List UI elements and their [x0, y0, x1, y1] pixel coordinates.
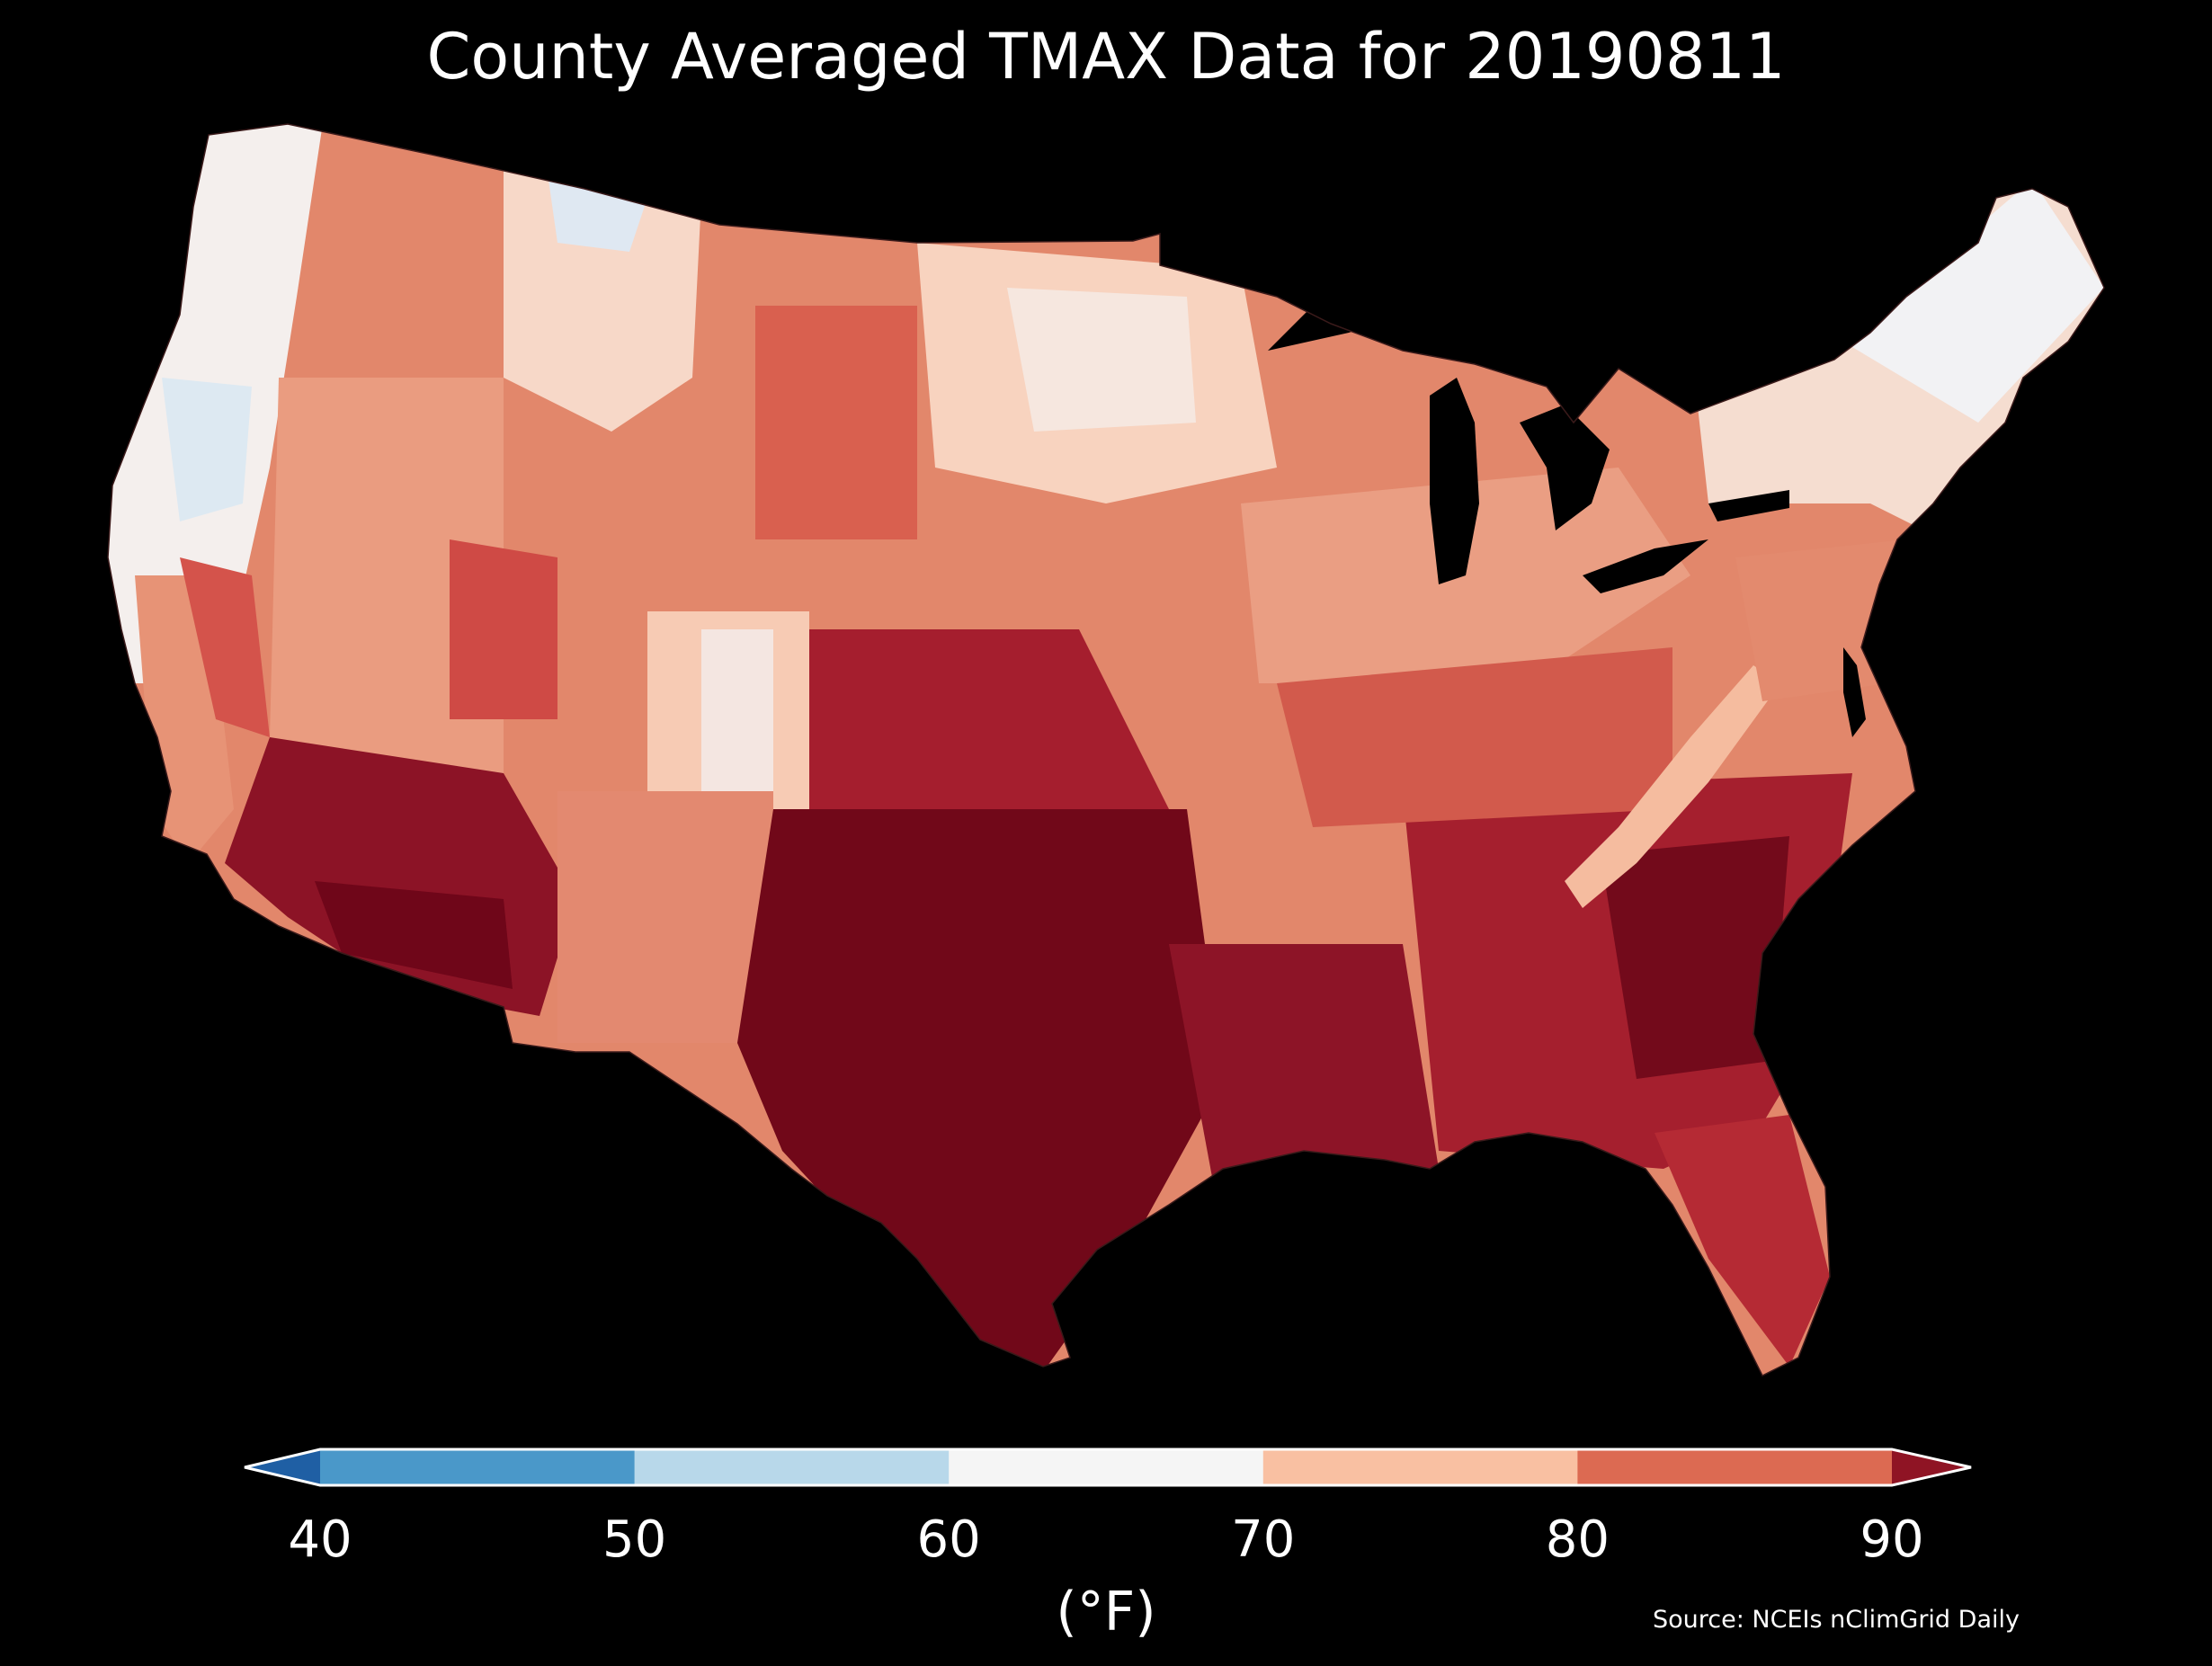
region-mid-atlantic [1735, 539, 1906, 701]
lake-superior [1268, 270, 1475, 351]
colorbar-tick-label: 40 [288, 1510, 352, 1569]
region-idaho-montana-cool [504, 162, 701, 432]
colorbar-bin [949, 1449, 1264, 1485]
region-florida [1655, 1115, 1830, 1367]
colorbar-unit-label: (°F) [1056, 1581, 1156, 1644]
region-oregon-cascades [162, 378, 252, 521]
region-new-mexico [557, 791, 773, 1043]
colorbar-tick-label: 90 [1860, 1510, 1924, 1569]
region-sonoran [315, 881, 513, 989]
colorbar-tick-label: 60 [916, 1510, 981, 1569]
colorbar-tick-label: 50 [602, 1510, 667, 1569]
region-wyoming [755, 306, 917, 539]
source-credit: Source: NCEIs nClimGrid Daily [1653, 1606, 2020, 1634]
lake-huron [1520, 405, 1610, 530]
region-utah-hot [450, 539, 557, 719]
great-lakes [1268, 270, 1866, 737]
colorbar-tick-label: 80 [1545, 1510, 1610, 1569]
colorbar-bin [320, 1449, 636, 1485]
colorbar-tick-label: 70 [1231, 1510, 1296, 1569]
region-appalachians [1565, 665, 1780, 908]
lake-ontario [1708, 490, 1789, 521]
chesapeake-bay [1843, 647, 1866, 737]
colorbar-bin-above-max [1892, 1449, 1971, 1485]
region-minnesota-cool [1007, 288, 1196, 432]
map-title: County Averaged TMAX Data for 20190811 [426, 20, 1786, 94]
colorbar-bin [1262, 1449, 1578, 1485]
colorbar-bin [634, 1449, 950, 1485]
lake-michigan [1430, 378, 1479, 584]
region-ohio-valley [1277, 647, 1672, 827]
us-border [107, 123, 2105, 1377]
region-gulf-coast [1169, 944, 1439, 1187]
region-new-england-cool [1843, 180, 2104, 423]
region-front-range [701, 629, 773, 809]
colorbar-bin [1577, 1449, 1893, 1485]
region-great-basin [270, 378, 504, 863]
lake-erie [1583, 539, 1708, 593]
colorbar-bin-below-min [245, 1449, 320, 1485]
region-central-valley [180, 557, 270, 737]
region-texas [737, 809, 1223, 1376]
region-georgia-carolina [1601, 836, 1789, 1079]
